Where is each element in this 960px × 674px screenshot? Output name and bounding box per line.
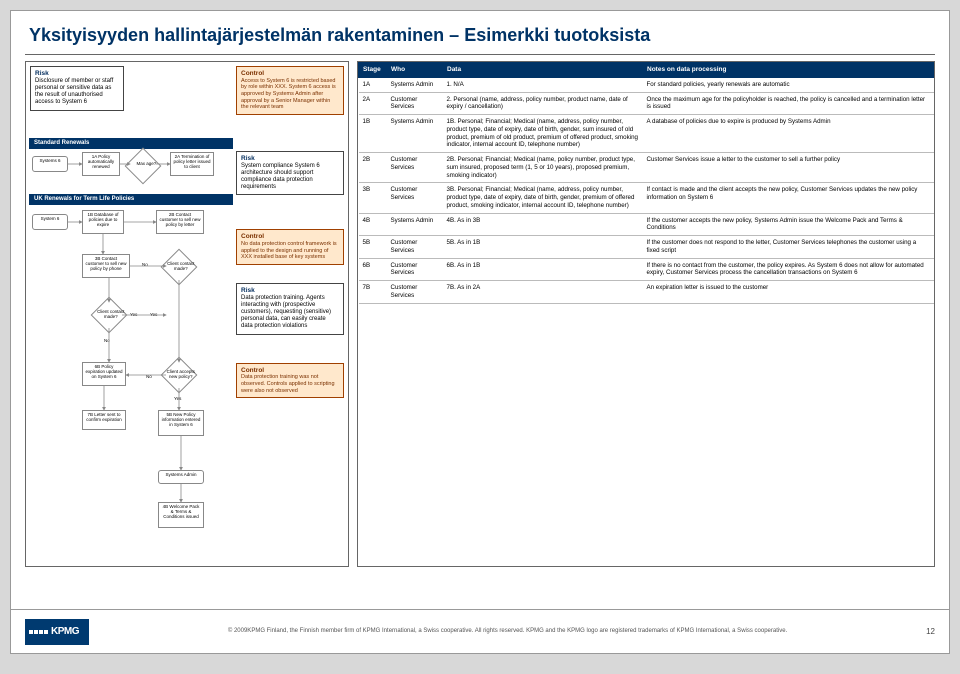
node-7b: 7B Letter sent to confirm expiration [82,410,126,430]
node-6b: 6B Policy expiration updated on System 6 [82,362,126,386]
copyright-text: © 2009KPMG Finland, the Finnish member f… [89,628,926,635]
data-table: Stage Who Data Notes on data processing … [358,62,934,304]
data-table-panel: Stage Who Data Notes on data processing … [357,61,935,567]
node-2b: 2B Contact customer to sell new policy b… [156,210,204,234]
divider [25,54,935,55]
flowchart-panel: Risk Disclosure of member or staff perso… [25,61,349,567]
node-1b: 1B Database of policies due to expire [82,210,124,234]
col-data: Data [443,63,643,78]
page-title: Yksityisyyden hallintajärjestelmän raken… [11,11,949,54]
col-stage: Stage [359,63,387,78]
node-3b: 3B Contact customer to sell new policy b… [82,254,130,278]
content-row: Risk Disclosure of member or staff perso… [11,61,949,579]
risk-text: Disclosure of member or staff personal o… [35,78,119,107]
node-5b: 5B New Policy information entered in Sys… [158,410,204,436]
decision-contact-2: Client contact made? [91,297,128,334]
risk-header: Risk [35,70,119,78]
node-system6-b: System 6 [32,214,68,230]
node-4b: 4B Welcome Pack & Terms & Conditions iss… [158,502,204,528]
section-header-1: Standard Renewals [29,138,233,149]
risk-box-3: Risk Data protection training. Agents in… [236,283,344,335]
risk-box-2: Risk System compliance System 6 architec… [236,151,344,196]
node-systems6-a: Systems 6 [32,156,68,172]
decision-maxage: Max age? [125,148,162,185]
kpmg-logo: KPMG [25,619,89,645]
table-row: 3BCustomer Services3B. Personal; Financi… [359,183,934,213]
right-column: Stage Who Data Notes on data processing … [357,61,935,579]
side-annotations: Control Access to System 6 is restricted… [236,66,344,404]
control-box-1: Control Access to System 6 is restricted… [236,66,344,115]
node-2a: 2A Termination of policy letter issued t… [170,152,214,176]
table-row: 6BCustomer Services6B. As in 1BIf there … [359,258,934,281]
decision-contact-1: Client contact made? [161,249,198,286]
node-1a: 1A Policy automatically renewed [82,152,120,176]
section-header-2: UK Renewals for Term Life Policies [29,194,233,205]
table-row: 5BCustomer Services5B. As in 1BIf the cu… [359,236,934,259]
slide: Yksityisyyden hallintajärjestelmän raken… [10,10,950,654]
node-sysadmin: Systems Admin [158,470,204,484]
col-notes: Notes on data processing [643,63,934,78]
table-row: 2BCustomer Services2B. Personal; Financi… [359,153,934,183]
risk-box-1: Risk Disclosure of member or staff perso… [30,66,124,115]
col-who: Who [387,63,443,78]
left-column: Risk Disclosure of member or staff perso… [25,61,349,579]
table-row: 4BSystems Admin4B. As in 3BIf the custom… [359,213,934,236]
control-box-3: Control Data protection training was not… [236,363,344,399]
table-row: 7BCustomer Services7B. As in 2AAn expira… [359,281,934,304]
control-box-2: Control No data protection control frame… [236,229,344,265]
page-number: 12 [926,627,935,636]
footer: KPMG © 2009KPMG Finland, the Finnish mem… [11,609,949,653]
table-row: 1ASystems Admin1. N/AFor standard polici… [359,77,934,92]
table-row: 2ACustomer Services2. Personal (name, ad… [359,92,934,115]
decision-accept: Client accepts new policy? [161,357,198,394]
table-row: 1BSystems Admin1B. Personal; Financial; … [359,115,934,153]
